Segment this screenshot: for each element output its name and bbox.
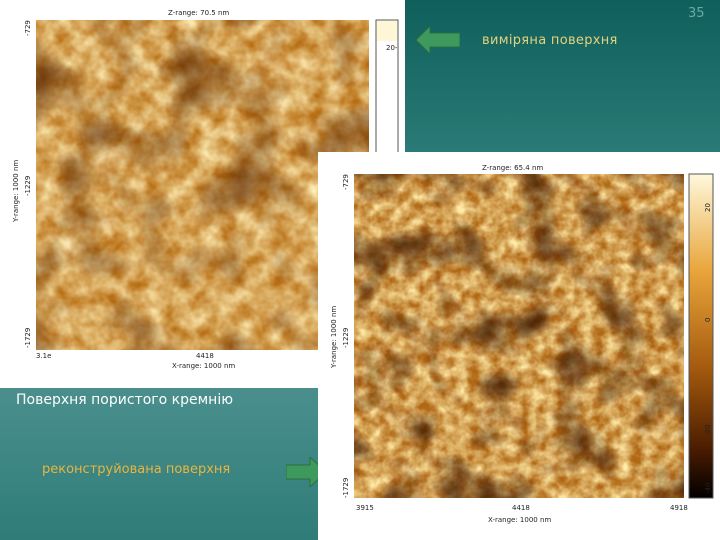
colorbar-tick-1-bottom: 20 bbox=[704, 203, 712, 212]
teal-panel-bottom bbox=[0, 388, 318, 540]
left-tick-2-top: -1229 bbox=[24, 175, 32, 196]
colorbar-tick-4-bottom: -40 bbox=[704, 482, 712, 494]
label-reconstructed-surface: реконструйована поверхня bbox=[42, 462, 231, 477]
y-range-bottom: Y-range: 1000 nm bbox=[330, 305, 338, 368]
slide-title: Поверхня пористого кремнію bbox=[16, 392, 233, 408]
left-tick-2-bottom: -1229 bbox=[342, 327, 350, 348]
bottom-tick-2-top: 4418 bbox=[196, 352, 214, 360]
teal-panel-top bbox=[405, 0, 720, 152]
slide-number: 35 bbox=[688, 6, 705, 21]
colorbar-tick-2-bottom: 0 bbox=[704, 317, 712, 322]
bottom-tick-2-bottom: 4418 bbox=[512, 504, 530, 512]
bottom-tick-1-top: 3.1e bbox=[36, 352, 52, 360]
bottom-tick-1-bottom: 3915 bbox=[356, 504, 374, 512]
left-tick-1-bottom: -729 bbox=[342, 174, 350, 190]
x-range-bottom: X-range: 1000 nm bbox=[488, 516, 552, 524]
bottom-tick-3-bottom: 4918 bbox=[670, 504, 688, 512]
z-range-bottom: Z-range: 65.4 nm bbox=[482, 164, 544, 172]
x-range-top: X-range: 1000 nm bbox=[172, 362, 236, 370]
left-tick-3-bottom: -1729 bbox=[342, 477, 350, 498]
afm-image-measured: Z-range: 70.5 nm X-range: 1000 nm 3.1e 4… bbox=[0, 0, 405, 388]
y-range-top: Y-range: 1000 nm bbox=[12, 159, 20, 222]
left-tick-1-top: -729 bbox=[24, 20, 32, 36]
left-tick-3-top: -1729 bbox=[24, 327, 32, 348]
z-range-top: Z-range: 70.5 nm bbox=[168, 9, 230, 17]
afm-image-reconstructed: Z-range: 65.4 nm X-range: 1000 nm 3915 4… bbox=[318, 152, 720, 540]
arrow-left-icon bbox=[416, 26, 460, 54]
colorbar-tick-top: 20- bbox=[386, 44, 398, 52]
colorbar-tick-3-bottom: -20 bbox=[704, 424, 712, 436]
label-measured-surface: виміряна поверхня bbox=[482, 33, 618, 48]
